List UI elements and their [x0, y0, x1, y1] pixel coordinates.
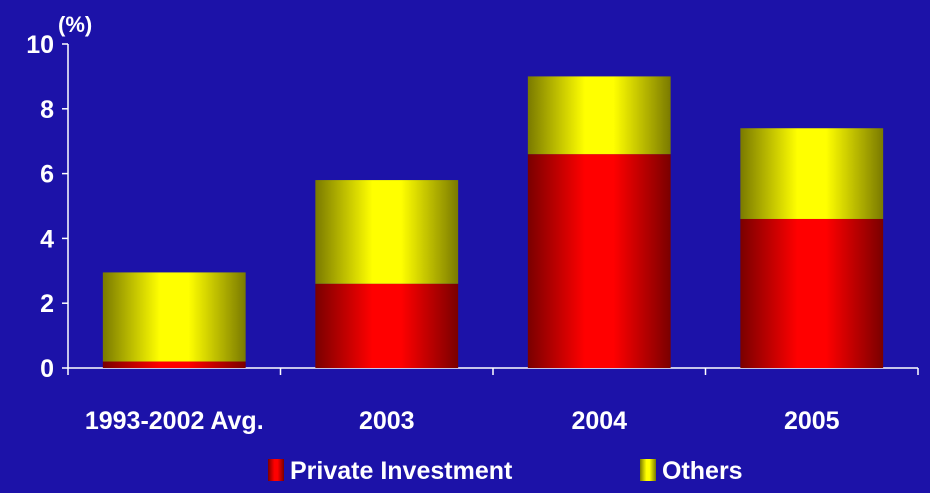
y-tick-label: 10	[26, 31, 54, 59]
legend-label: Others	[662, 457, 743, 485]
y-tick-label: 8	[40, 96, 54, 124]
bar-others	[315, 180, 459, 284]
x-tick-label: 2005	[784, 407, 840, 435]
bar-others	[740, 128, 884, 219]
y-tick-label: 0	[40, 355, 54, 383]
bar-others	[102, 272, 246, 362]
y-tick-label: 4	[40, 225, 54, 253]
y-tick-label: 6	[40, 161, 54, 189]
y-tick-label: 2	[40, 290, 54, 318]
x-tick-label: 2004	[571, 407, 627, 435]
x-tick-label: 1993-2002 Avg.	[85, 407, 264, 435]
bar-private-investment	[102, 361, 246, 368]
legend: Private Investment Others	[268, 457, 743, 485]
legend-swatch	[640, 459, 656, 481]
y-axis: 0 2 4 6 8 10	[26, 31, 69, 383]
legend-label: Private Investment	[290, 457, 513, 485]
legend-swatch	[268, 459, 284, 481]
y-axis-unit-label: (%)	[58, 12, 92, 37]
bar-private-investment	[527, 154, 671, 368]
bars-group	[102, 76, 884, 368]
bar-private-investment	[740, 218, 884, 368]
x-axis: 1993-2002 Avg. 2003 2004 2005	[67, 367, 919, 435]
x-tick-label: 2003	[359, 407, 415, 435]
bar-others	[527, 76, 671, 155]
bar-private-investment	[315, 283, 459, 368]
